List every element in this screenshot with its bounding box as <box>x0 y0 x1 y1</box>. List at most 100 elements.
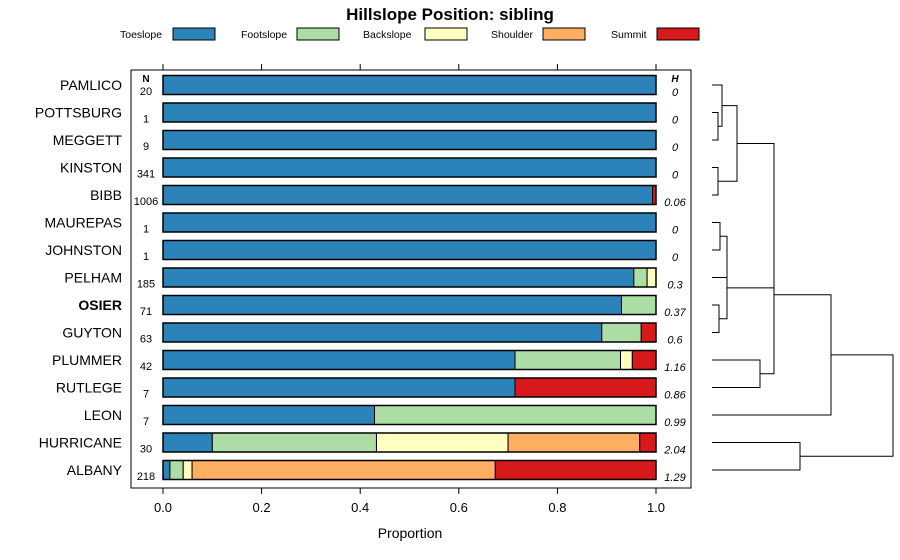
dendrogram-branch <box>727 142 775 289</box>
n-value: 20 <box>140 86 152 98</box>
bar-segment-kinston-toeslope <box>162 157 657 178</box>
x-tick-label: 0.0 <box>154 500 172 515</box>
h-value: 0 <box>672 115 679 127</box>
bar-segment-meggett-toeslope <box>162 130 657 150</box>
row-label-bibb: BIBB <box>90 187 122 203</box>
bar-segment-albany-toeslope <box>162 460 171 480</box>
n-value: 42 <box>140 361 152 373</box>
n-value: 1 <box>143 251 149 263</box>
row-label-guyton: GUYTON <box>62 325 122 341</box>
h-value: 1.29 <box>664 472 685 484</box>
dendrogram-branch <box>719 256 728 320</box>
h-value: 0 <box>672 225 679 237</box>
bar-segment-leon-footslope <box>373 405 657 425</box>
h-value: 0.37 <box>664 307 686 319</box>
row-label-pamlico: PAMLICO <box>60 77 122 93</box>
bar-segment-plummer-summit <box>631 350 657 370</box>
legend-label-summit: Summit <box>611 29 647 41</box>
n-value: 7 <box>143 416 149 428</box>
bar-segment-leon-toeslope <box>162 405 375 425</box>
chart-title: Hillslope Position: sibling <box>346 5 554 24</box>
legend: Toeslope Footslope Backslope Shoulder Summit <box>120 27 700 41</box>
dendrogram <box>712 84 894 471</box>
n-value: 9 <box>143 141 149 153</box>
bar-segment-hurricane-backslope <box>375 432 509 453</box>
dendrogram-branch <box>712 442 801 471</box>
legend-swatch-toeslope <box>172 27 216 41</box>
row-label-kinston: KINSTON <box>60 160 122 176</box>
dendrogram-branch <box>800 354 894 457</box>
n-value: 218 <box>137 471 155 483</box>
bar-segment-plummer-toeslope <box>162 350 516 370</box>
bar-outline <box>162 322 657 343</box>
dendrogram-branch <box>712 222 721 251</box>
bar-outline <box>162 349 657 371</box>
bar-segment-rutlege-summit <box>514 377 657 398</box>
bar-segment-guyton-footslope <box>601 322 642 343</box>
bar-segment-plummer-backslope <box>620 350 633 370</box>
h-value: 0.3 <box>667 280 683 292</box>
row-label-johnston: JOHNSTON <box>45 242 122 258</box>
bar-outline <box>162 102 657 123</box>
x-tick-label: 0.6 <box>450 500 468 515</box>
dendrogram-branch <box>712 167 719 196</box>
n-value: 7 <box>143 389 149 401</box>
x-tick-label: 0.4 <box>351 500 369 515</box>
h-value: 0 <box>672 87 679 99</box>
n-value: 1 <box>143 114 149 126</box>
bar-segment-pottsburg-toeslope <box>162 102 657 123</box>
row-label-rutlege: RUTLEGE <box>56 380 122 396</box>
bar-outline <box>162 129 657 151</box>
bar-outline <box>162 157 657 178</box>
x-tick-label: 1.0 <box>647 500 665 515</box>
bar-outline <box>162 377 657 398</box>
bar-segment-pelham-backslope <box>646 267 657 288</box>
h-value: 1.16 <box>664 362 686 374</box>
bar-outline <box>162 432 657 453</box>
h-value: 0 <box>672 170 679 182</box>
legend-swatch-footslope <box>296 27 340 41</box>
bar-outline <box>162 294 657 316</box>
bar-segment-albany-shoulder <box>191 460 496 480</box>
x-axis: 0.0 0.2 0.4 0.6 0.8 1.0 <box>154 64 665 515</box>
row-label-maurepas: MAUREPAS <box>44 215 122 231</box>
h-value: 0 <box>672 252 679 264</box>
n-value: 63 <box>140 334 152 346</box>
h-value: 0.6 <box>667 335 683 347</box>
dendrogram-branch <box>712 304 720 333</box>
dendrogram-branch <box>712 294 832 416</box>
n-value: 71 <box>140 306 152 318</box>
h-value: 0.99 <box>664 417 685 429</box>
bar-segment-guyton-toeslope <box>162 322 603 343</box>
h-column-header: H <box>671 74 679 85</box>
bar-segment-rutlege-toeslope <box>162 377 516 398</box>
bar-outline <box>162 184 657 206</box>
legend-swatch-backslope <box>424 27 468 41</box>
legend-swatch-shoulder <box>542 27 586 41</box>
legend-label-footslope: Footslope <box>241 29 287 41</box>
bar-outline <box>162 459 657 481</box>
legend-swatch-summit <box>656 27 700 41</box>
bar-segment-guyton-summit <box>640 322 657 343</box>
dendrogram-branch <box>712 84 723 127</box>
bar-segment-hurricane-summit <box>639 432 657 453</box>
bar-outline <box>162 239 657 261</box>
row-label-osier: OSIER <box>78 297 122 313</box>
row-label-albany: ALBANY <box>67 462 123 478</box>
row-label-meggett: MEGGETT <box>53 132 123 148</box>
bar-segment-albany-footslope <box>169 460 184 480</box>
n-value: 185 <box>137 279 155 291</box>
bar-segment-osier-toeslope <box>162 295 622 315</box>
legend-label-backslope: Backslope <box>363 29 412 41</box>
bar-rows: PAMLICO 20 0 POTTSBURG 1 0 MEGGETT 9 0 KINSTON 341… <box>35 74 687 484</box>
x-axis-label: Proportion <box>378 525 443 541</box>
bar-segment-pelham-toeslope <box>162 267 635 288</box>
bar-segment-hurricane-footslope <box>211 432 377 453</box>
h-value: 2.04 <box>663 445 685 457</box>
dendrogram-branch <box>712 359 761 388</box>
x-tick-label: 0.8 <box>548 500 566 515</box>
n-value: 1 <box>143 224 149 236</box>
bar-segment-maurepas-toeslope <box>162 212 657 233</box>
row-label-hurricane: HURRICANE <box>39 435 122 451</box>
x-tick-label: 0.2 <box>253 500 271 515</box>
